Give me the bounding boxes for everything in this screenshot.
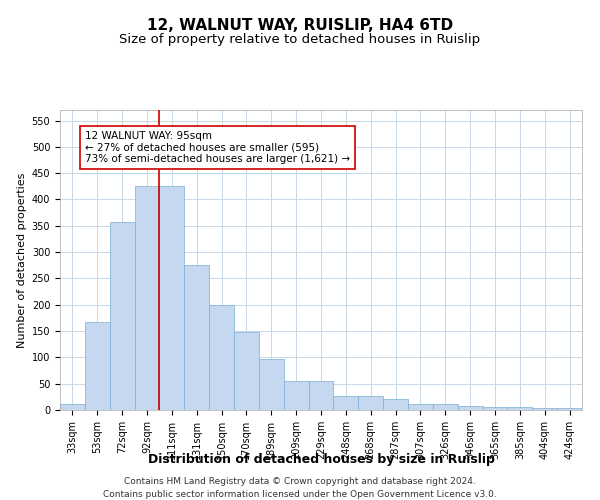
Bar (383, 400, 408, 410)
Bar (110, 222, 134, 410)
Bar (532, 408, 557, 410)
Bar (234, 332, 259, 410)
Bar (284, 381, 308, 410)
Bar (160, 186, 184, 410)
Bar (184, 266, 209, 410)
Bar (433, 404, 458, 410)
Text: 12 WALNUT WAY: 95sqm
← 27% of detached houses are smaller (595)
73% of semi-deta: 12 WALNUT WAY: 95sqm ← 27% of detached h… (85, 131, 350, 164)
Text: Contains HM Land Registry data © Crown copyright and database right 2024.
Contai: Contains HM Land Registry data © Crown c… (103, 478, 497, 499)
Bar (334, 396, 358, 410)
Text: 12, WALNUT WAY, RUISLIP, HA4 6TD: 12, WALNUT WAY, RUISLIP, HA4 6TD (147, 18, 453, 32)
Text: Size of property relative to detached houses in Ruislip: Size of property relative to detached ho… (119, 32, 481, 46)
Bar (308, 381, 334, 410)
Bar (134, 186, 160, 410)
Bar (259, 360, 284, 410)
Bar (60, 404, 85, 410)
Y-axis label: Number of detached properties: Number of detached properties (17, 172, 28, 348)
Bar (85, 322, 110, 410)
Bar (209, 306, 234, 410)
Bar (408, 404, 433, 410)
Bar (358, 396, 383, 410)
Bar (482, 408, 508, 410)
Bar (508, 408, 532, 410)
Bar (458, 406, 482, 410)
Bar (557, 408, 582, 410)
Text: Distribution of detached houses by size in Ruislip: Distribution of detached houses by size … (148, 452, 494, 466)
